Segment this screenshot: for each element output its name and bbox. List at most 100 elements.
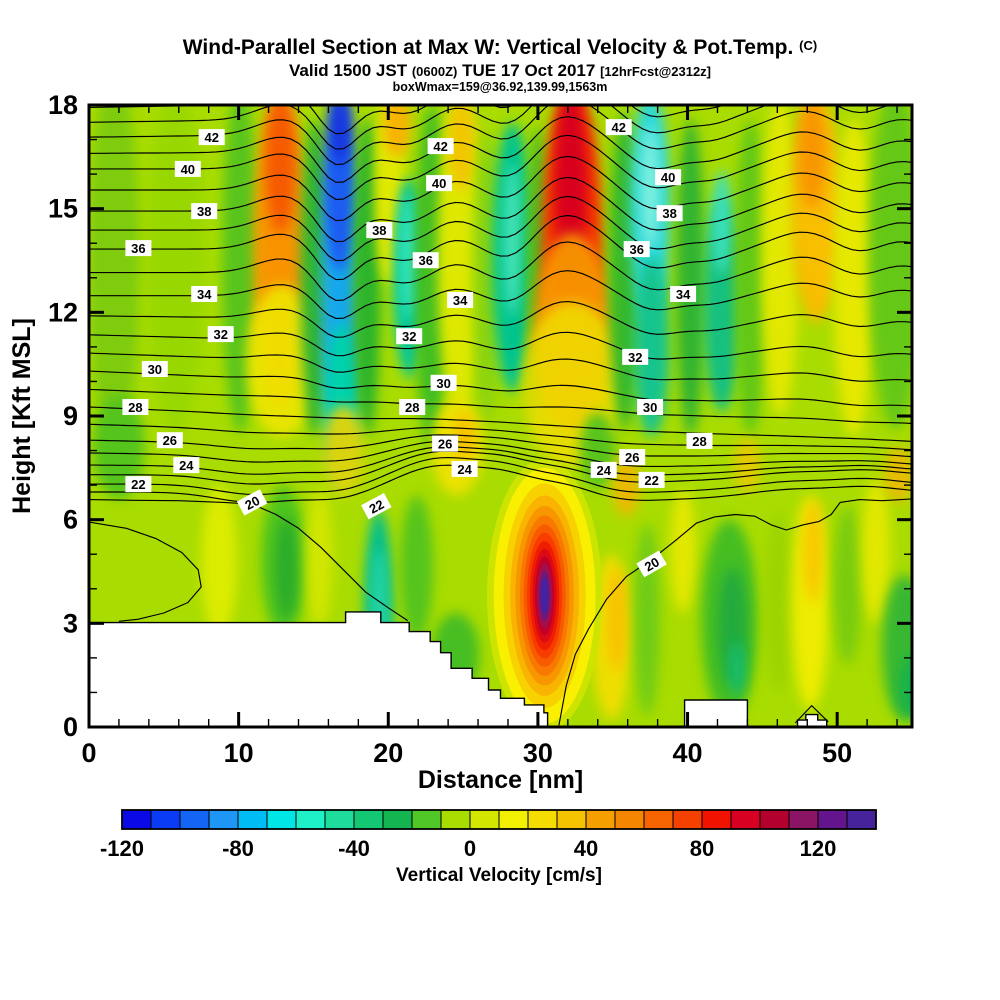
velocity-band <box>201 485 238 638</box>
svg-text:32: 32 <box>628 350 642 365</box>
velocity-band <box>761 105 800 416</box>
colorbar-tick-label: 120 <box>800 836 837 861</box>
velocity-band <box>734 118 767 437</box>
isentrope-line-20 <box>794 705 829 724</box>
isentrope-lines <box>89 105 912 726</box>
updraft-max-rings <box>487 459 603 727</box>
colorbar-cell <box>498 809 529 830</box>
valid-utc: (0600Z) <box>411 64 458 79</box>
contour-label: 30 <box>637 399 664 415</box>
svg-text:22: 22 <box>644 473 658 488</box>
colorbar-cell <box>701 809 732 830</box>
velocity-band <box>729 640 745 696</box>
y-tick-label: 6 <box>63 505 78 535</box>
colorbar-cell <box>121 809 152 830</box>
svg-text:30: 30 <box>643 400 657 415</box>
colorbar-cell <box>237 809 268 830</box>
svg-text:24: 24 <box>457 462 472 477</box>
svg-text:24: 24 <box>596 463 611 478</box>
velocity-band <box>353 118 381 437</box>
axis-ticks <box>87 103 912 729</box>
isentrope-line-39 <box>89 155 912 222</box>
velocity-band <box>703 198 741 413</box>
terrain-profile <box>683 699 749 727</box>
svg-text:42: 42 <box>433 139 447 154</box>
contour-label: 42 <box>605 119 632 136</box>
contour-label: 24 <box>590 461 617 478</box>
svg-text:30: 30 <box>436 376 450 391</box>
velocity-band <box>641 125 660 251</box>
chart-title-text: Wind-Parallel Section at Max W: Vertical… <box>182 36 800 59</box>
isentrope-line-24 <box>89 446 912 476</box>
svg-text:26: 26 <box>438 437 452 452</box>
velocity-band <box>764 512 794 693</box>
colorbar-cell <box>150 809 181 830</box>
isentrope-line-31 <box>89 352 912 382</box>
svg-text:40: 40 <box>432 176 446 191</box>
colorbar-cell <box>469 809 500 830</box>
colorbar: -120 -80 -40 0 40 80 120 Vertical Velocity [cm/… <box>100 809 877 886</box>
colorbar-tick-label: 0 <box>464 836 476 861</box>
colorbar-cell <box>295 809 326 830</box>
velocity-band <box>899 657 912 721</box>
svg-text:20: 20 <box>642 554 662 574</box>
isentrope-line-29 <box>89 388 912 425</box>
contour-label: 22 <box>361 493 392 520</box>
colorbar-cell <box>672 809 703 830</box>
colorbar-tick-label: 80 <box>690 836 714 861</box>
svg-text:28: 28 <box>692 434 706 449</box>
isentrope-line-37 <box>89 195 912 262</box>
colorbar-cell <box>585 809 616 830</box>
colorbar-cell <box>643 809 674 830</box>
chart-title: Wind-Parallel Section at Max W: Vertical… <box>0 36 1000 60</box>
velocity-band <box>734 436 761 493</box>
isentrope-line-21 <box>89 464 912 504</box>
colorbar-tick-label: -80 <box>222 836 254 861</box>
forecast-tag: [12hrFcst@2312z] <box>600 64 712 79</box>
colorbar-tick-label: 40 <box>574 836 598 861</box>
contour-label: 38 <box>656 205 683 222</box>
contour-label: 26 <box>432 435 459 452</box>
contour-label: 24 <box>451 460 478 477</box>
isentrope-line-43 <box>89 105 892 150</box>
chart-title-units: (C) <box>799 38 818 53</box>
contour-label: 20 <box>636 550 667 578</box>
colorbar-cell <box>353 809 384 830</box>
svg-text:28: 28 <box>128 400 142 415</box>
isentrope-line-25 <box>89 440 912 467</box>
isentrope-line-35 <box>89 241 912 301</box>
velocity-band <box>89 105 140 451</box>
velocity-band <box>322 405 365 496</box>
velocity-band <box>93 395 145 499</box>
contour-label: 28 <box>122 399 149 415</box>
velocity-band <box>275 516 298 620</box>
y-tick-label: 9 <box>63 401 78 431</box>
y-tick-label: 18 <box>48 90 78 120</box>
contour-label: 30 <box>430 374 457 391</box>
velocity-band <box>868 105 912 430</box>
colorbar-cell <box>846 809 877 830</box>
y-tick-labels: 0 3 6 9 12 15 18 <box>48 90 78 742</box>
svg-text:30: 30 <box>148 362 162 377</box>
contour-label: 34 <box>670 286 697 302</box>
terrain-profile <box>89 611 549 727</box>
contour-label: 32 <box>622 348 649 365</box>
svg-text:28: 28 <box>405 400 419 415</box>
velocity-band <box>670 488 696 613</box>
max-w-annotation: boxWmax=159@36.92,139.99,1563m <box>392 80 608 94</box>
contour-label: 40 <box>426 175 453 192</box>
colorbar-cell <box>817 809 848 830</box>
isentrope-line-20 <box>558 498 912 726</box>
svg-text:24: 24 <box>179 458 194 473</box>
y-tick-label: 12 <box>48 297 78 327</box>
contour-label: 38 <box>366 222 393 239</box>
svg-text:38: 38 <box>197 204 211 219</box>
colorbar-cell <box>179 809 210 830</box>
isentrope-line-44 <box>89 105 727 135</box>
velocity-band <box>265 105 296 233</box>
contour-label: 22 <box>125 476 152 493</box>
velocity-band <box>400 495 434 641</box>
colorbar-caption: Vertical Velocity [cm/s] <box>396 865 602 886</box>
colorbar-cell <box>208 809 239 830</box>
